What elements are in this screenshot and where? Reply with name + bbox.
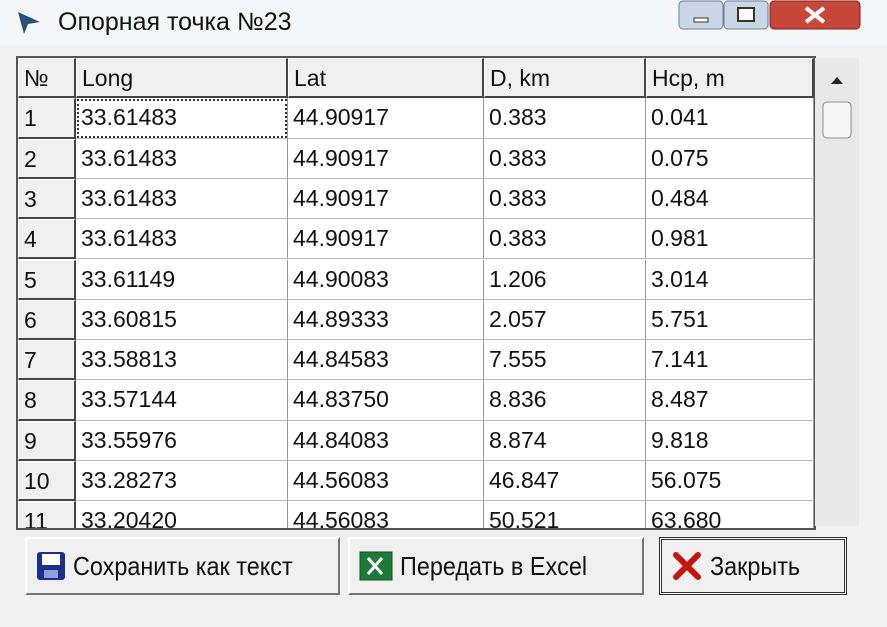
column-header: № bbox=[18, 58, 76, 99]
window-title: Опорная точка №23 bbox=[58, 8, 292, 36]
table-cell: 33.61483 bbox=[76, 98, 288, 139]
row-number: 3 bbox=[18, 178, 76, 220]
column-header: Lat bbox=[288, 58, 484, 99]
table-cell: 33.55976 bbox=[76, 420, 288, 461]
excel-icon bbox=[359, 551, 393, 581]
app-icon bbox=[18, 12, 40, 34]
table-cell: 33.60815 bbox=[76, 299, 288, 341]
close-button[interactable]: Закрыть bbox=[659, 537, 847, 595]
scrollbar[interactable] bbox=[815, 58, 859, 526]
scrollbar-graphic bbox=[822, 77, 852, 139]
table-cell: 33.61483 bbox=[76, 219, 288, 260]
table-cell: 8.874 bbox=[484, 420, 646, 461]
table-cell: 44.90917 bbox=[288, 138, 484, 179]
table-cell: 1.206 bbox=[484, 259, 646, 300]
table-cell: 2.057 bbox=[484, 299, 646, 341]
row-number: 9 bbox=[18, 420, 76, 461]
row-number: 2 bbox=[18, 138, 76, 179]
table-cell: 0.075 bbox=[646, 138, 814, 179]
table-cell: 8.487 bbox=[646, 380, 814, 421]
button-label: Закрыть bbox=[710, 550, 801, 581]
excel-button[interactable]: Передать в Excel bbox=[348, 537, 644, 595]
table-cell: 44.90917 bbox=[288, 219, 484, 260]
table-cell: 44.83750 bbox=[288, 380, 484, 421]
table-cell: 44.90917 bbox=[288, 178, 484, 220]
table-cell: 33.61149 bbox=[76, 259, 288, 300]
table-cell: 56.075 bbox=[646, 461, 814, 502]
row-number: 7 bbox=[18, 340, 76, 381]
table-cell: 44.90917 bbox=[288, 98, 484, 139]
table-cell: 44.56083 bbox=[288, 501, 484, 528]
data-grid: № Long Lat D, km Hcp, m 1 33.61483 44.90917 0.38… bbox=[16, 56, 816, 530]
table-cell: 0.383 bbox=[484, 219, 646, 260]
table-cell: 44.84083 bbox=[288, 420, 484, 461]
table-cell: 33.57144 bbox=[76, 380, 288, 421]
table-cell: 33.20420 bbox=[76, 501, 288, 528]
save-icon bbox=[37, 552, 65, 580]
window-controls[interactable] bbox=[678, 0, 868, 32]
table-cell: 44.90083 bbox=[288, 259, 484, 300]
table-cell: 9.818 bbox=[646, 420, 814, 461]
row-number: 10 bbox=[18, 461, 76, 502]
row-number: 4 bbox=[18, 219, 76, 260]
button-label: Сохранить как текст bbox=[73, 550, 293, 581]
row-number: 5 bbox=[18, 259, 76, 300]
row-number: 6 bbox=[18, 299, 76, 341]
column-header: Long bbox=[76, 58, 288, 99]
table-cell: 33.58813 bbox=[76, 340, 288, 381]
table-cell: 0.383 bbox=[484, 178, 646, 220]
row-number: 8 bbox=[18, 380, 76, 421]
table-cell: 44.84583 bbox=[288, 340, 484, 381]
row-number: 11 bbox=[18, 501, 76, 528]
table-cell: 0.484 bbox=[646, 178, 814, 220]
table-cell: 50.521 bbox=[484, 501, 646, 528]
button-label: Передать в Excel bbox=[400, 550, 588, 581]
save-text-button[interactable]: Сохранить как текст bbox=[25, 537, 340, 595]
table-cell: 44.56083 bbox=[288, 461, 484, 502]
table-cell: 0.981 bbox=[646, 219, 814, 260]
title-bar: Опорная точка №23 bbox=[0, 0, 887, 46]
column-header: Hcp, m bbox=[646, 58, 814, 99]
table-cell: 7.141 bbox=[646, 340, 814, 381]
column-header: D, km bbox=[484, 58, 646, 99]
row-number: 1 bbox=[18, 98, 76, 139]
table-cell: 33.61483 bbox=[76, 178, 288, 220]
table-cell: 46.847 bbox=[484, 461, 646, 502]
table-cell: 0.383 bbox=[484, 138, 646, 179]
table-cell: 7.555 bbox=[484, 340, 646, 381]
table-cell: 5.751 bbox=[646, 299, 814, 341]
table-cell: 0.041 bbox=[646, 98, 814, 139]
table-cell: 0.383 bbox=[484, 98, 646, 139]
table-cell: 8.836 bbox=[484, 380, 646, 421]
table-cell: 33.28273 bbox=[76, 461, 288, 502]
table-cell: 3.014 bbox=[646, 259, 814, 300]
table-cell: 33.61483 bbox=[76, 138, 288, 179]
table-cell: 63.680 bbox=[646, 501, 814, 528]
table-cell: 44.89333 bbox=[288, 299, 484, 341]
close-icon bbox=[673, 552, 701, 580]
